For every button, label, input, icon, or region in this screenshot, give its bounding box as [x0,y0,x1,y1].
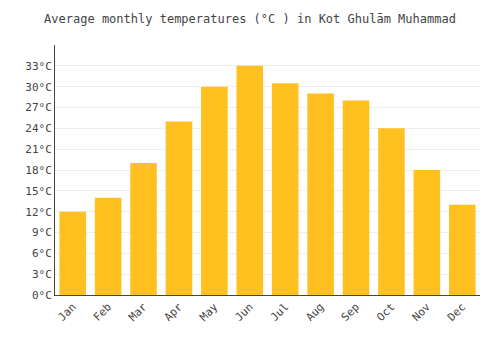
svg-text:Jul: Jul [268,301,291,324]
svg-text:9°C: 9°C [32,226,52,239]
svg-text:30°C: 30°C [25,81,52,94]
svg-text:Dec: Dec [445,301,468,324]
svg-text:Apr: Apr [162,300,186,324]
svg-text:12°C: 12°C [25,206,52,219]
svg-text:Feb: Feb [91,301,114,324]
svg-text:Nov: Nov [410,300,434,324]
svg-text:15°C: 15°C [25,185,52,198]
svg-text:Jan: Jan [55,301,78,324]
svg-text:May: May [197,300,221,324]
svg-text:0°C: 0°C [32,289,52,302]
svg-text:Jun: Jun [233,301,256,324]
svg-text:Oct: Oct [374,301,397,324]
svg-text:Average monthly temperatures (: Average monthly temperatures (°C ) in Ko… [44,12,456,26]
svg-text:3°C: 3°C [32,268,52,281]
svg-text:21°C: 21°C [25,143,52,156]
svg-text:Sep: Sep [339,301,362,324]
svg-text:33°C: 33°C [25,60,52,73]
svg-text:18°C: 18°C [25,164,52,177]
svg-text:24°C: 24°C [25,122,52,135]
svg-text:Mar: Mar [126,300,150,324]
svg-text:27°C: 27°C [25,101,52,114]
svg-text:6°C: 6°C [32,247,52,260]
svg-text:Aug: Aug [303,301,326,324]
